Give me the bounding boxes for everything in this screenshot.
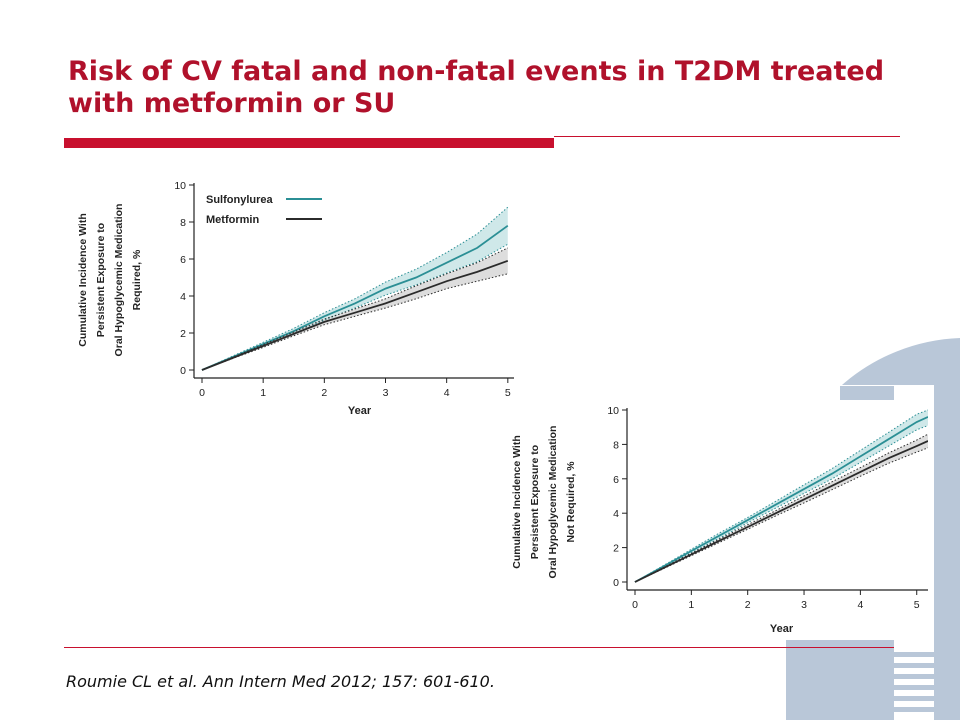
y-tick-label: 10 [174,180,186,192]
ci-band-metformin [635,434,928,582]
y-axis-label-line: Persistent Exposure to [95,223,107,337]
y-tick-label: 10 [607,405,619,417]
y-tick-label: 0 [613,577,619,589]
ci-lower-metformin [634,447,928,583]
x-tick-label: 5 [505,387,511,399]
x-tick-label: 4 [857,599,863,611]
decor-column [840,386,894,400]
series-line-metformin [634,440,928,583]
title-underline-thin [554,136,900,137]
series-line-sulfonylurea [201,224,509,371]
x-tick-label: 3 [383,387,389,399]
slide-title: Risk of CV fatal and non-fatal events in… [68,56,885,119]
x-tick-label: 0 [632,599,638,611]
y-tick-label: 2 [180,328,186,340]
decor-block [786,640,894,720]
decor-arc [842,338,960,720]
ci-band-sulfonylurea [635,410,928,582]
legend-label-sulfonylurea: Sulfonylurea [206,194,274,206]
ci-upper-sulfonylurea [201,206,509,371]
series-line-sulfonylurea [634,416,928,583]
x-tick-label: 3 [801,599,807,611]
x-tick-label: 5 [914,599,920,611]
ci-lower-metformin [201,273,508,371]
x-tick-label: 4 [444,387,450,399]
ci-lower-sulfonylurea [201,243,509,371]
decor-stripes [894,575,960,712]
y-tick-label: 4 [180,291,186,303]
title-underline-thick [64,138,554,148]
y-tick-label: 2 [613,543,619,555]
y-tick-label: 0 [180,365,186,377]
x-axis-label: Year [770,623,794,635]
ci-upper-sulfonylurea [634,409,928,583]
x-tick-label: 1 [688,599,694,611]
x-tick-label: 0 [199,387,205,399]
y-tick-label: 6 [180,254,186,266]
y-tick-label: 8 [613,439,619,451]
x-tick-label: 2 [321,387,327,399]
y-axis-label-line: Persistent Exposure to [529,445,541,559]
y-tick-label: 8 [180,217,186,229]
y-tick-label: 4 [613,508,619,520]
chart-not-required: 0 2 4 6 8 10 0 1 2 3 4 5 Year Cumulative Incidence Wi… [511,405,928,635]
ci-band-sulfonylurea [202,207,508,370]
y-tick-label: 6 [613,474,619,486]
y-axis-label-line: Oral Hypoglycemic Medication [547,426,559,579]
y-axis-label-line: Oral Hypoglycemic Medication [113,204,125,357]
chart-required: 0 2 4 6 8 10 0 1 2 3 4 5 Year Cumulative Incidence Wi… [77,180,514,417]
citation: Roumie CL et al. Ann Intern Med 2012; 15… [66,672,495,691]
x-tick-label: 2 [745,599,751,611]
series-line-metformin [201,259,509,371]
y-axis-label-line: Required, % [131,249,143,310]
footer-rule [64,647,894,648]
x-axis-label: Year [348,405,372,417]
x-tick-label: 1 [260,387,266,399]
y-axis-label-line: Cumulative Incidence With [511,435,523,569]
legend-label-metformin: Metformin [206,214,259,226]
y-axis-label-line: Cumulative Incidence With [77,213,89,347]
ci-upper-metformin [201,247,509,371]
y-axis-label-line: Not Required, % [565,461,577,543]
